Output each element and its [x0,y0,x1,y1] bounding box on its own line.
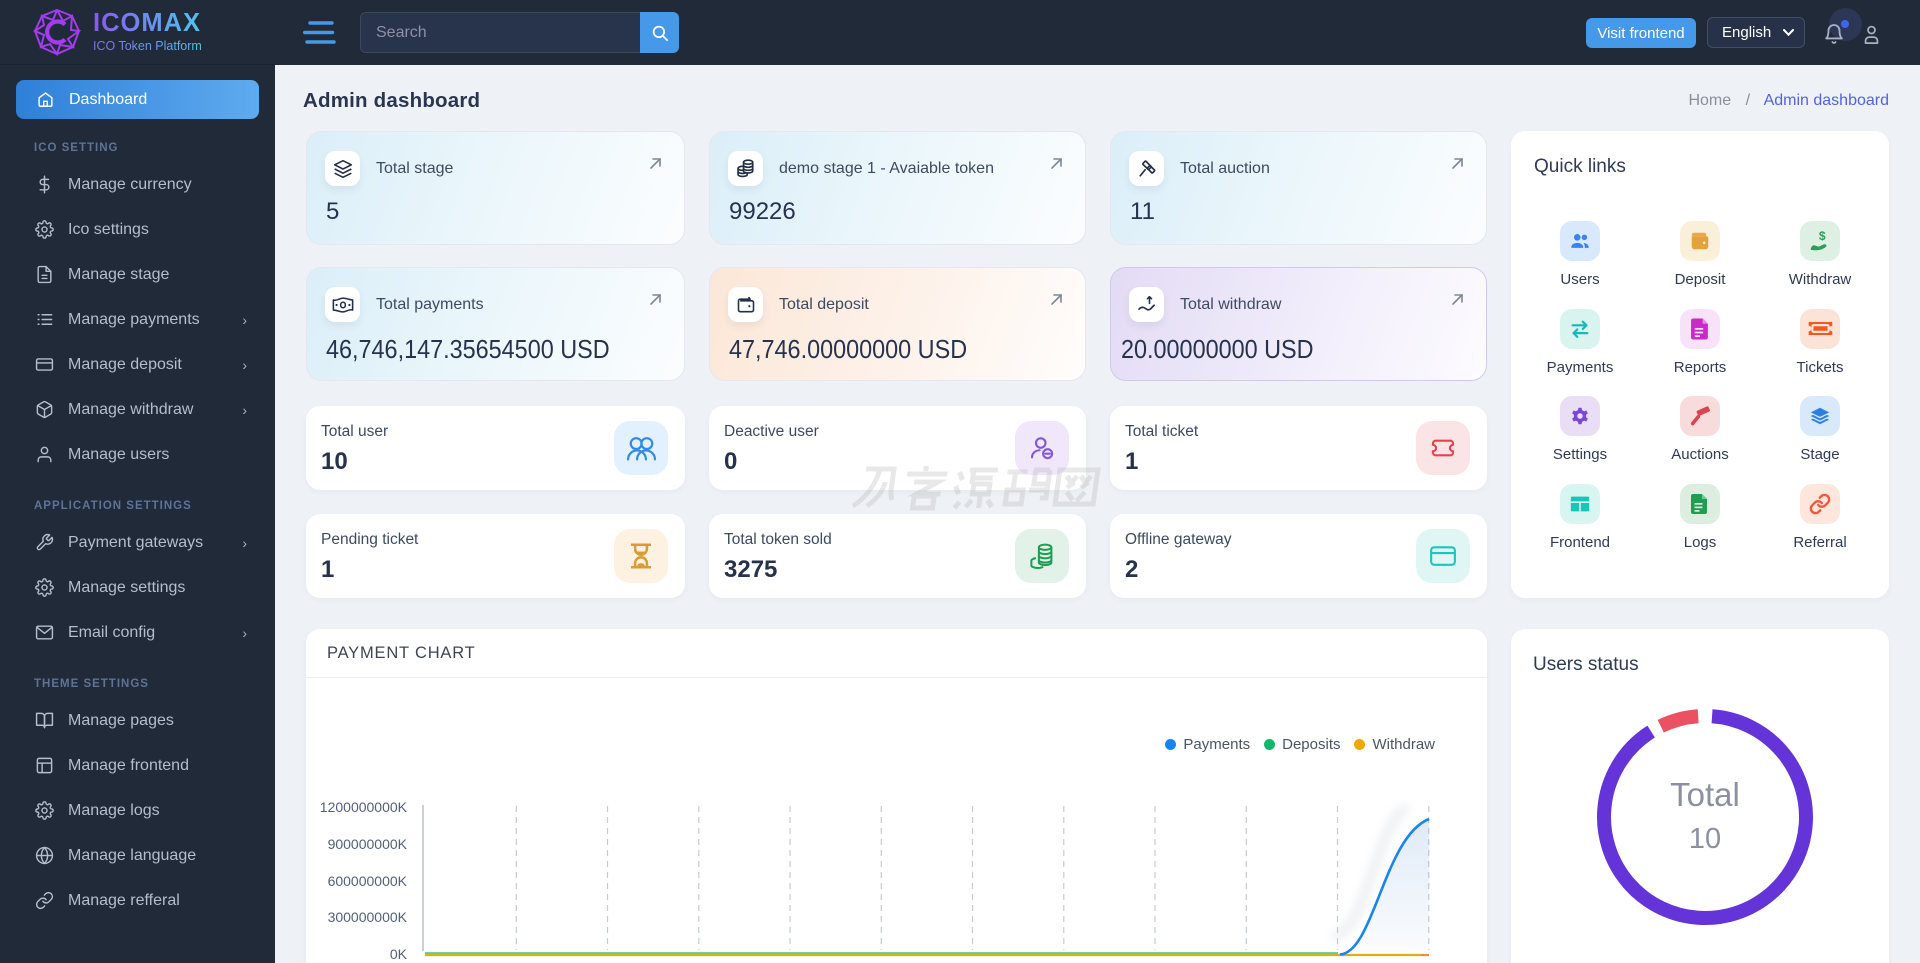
svg-text:Total: Total [1670,776,1740,813]
svg-text:$: $ [1819,229,1826,243]
svg-text:10: 10 [1689,823,1721,855]
